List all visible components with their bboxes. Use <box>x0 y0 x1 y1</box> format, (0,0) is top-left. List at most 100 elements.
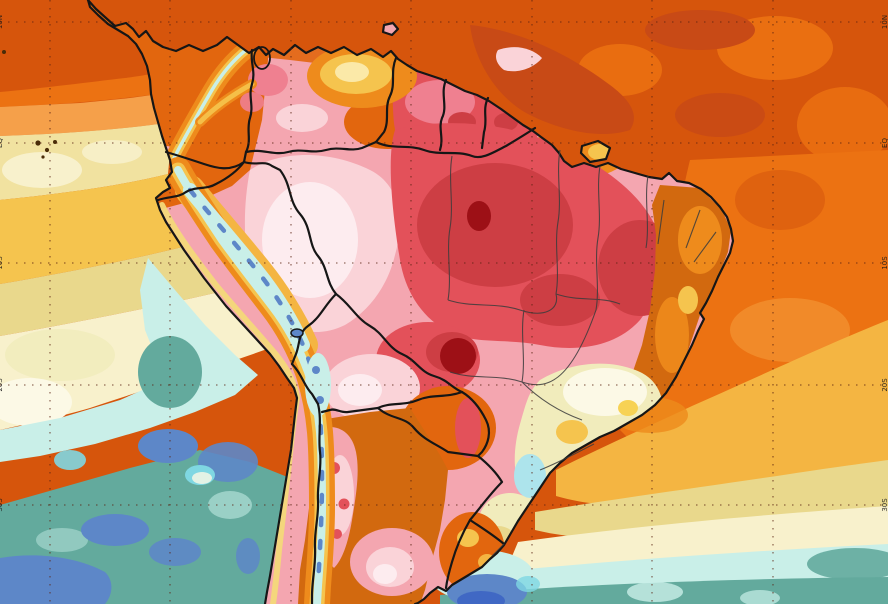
border-paraguay-argentina <box>376 406 480 458</box>
heat-core-maroon <box>440 338 476 374</box>
state-borders <box>447 149 717 557</box>
state-line <box>539 443 595 471</box>
atlantic-cream-band <box>508 506 888 574</box>
laplata-cold-core <box>457 591 505 604</box>
border-suriname-frguiana <box>480 96 490 150</box>
paleyellow-patch <box>5 329 115 381</box>
white-spot <box>192 472 212 484</box>
border-bolivia-paraguay <box>376 390 464 410</box>
galapagos-islands <box>2 50 57 159</box>
border-brazil-guianas <box>374 126 537 159</box>
ocean-warm-patch <box>730 298 850 362</box>
cyan-spot <box>516 576 540 592</box>
state-line <box>449 371 523 383</box>
border-paraguay-brazil <box>460 390 491 458</box>
ocean-pink-sliver <box>496 47 542 72</box>
pale-core <box>338 374 382 406</box>
lat-label-left: 10N <box>0 15 4 29</box>
warm-patch <box>556 420 588 444</box>
teal-patch <box>807 548 888 580</box>
palecyan-patch <box>740 590 780 604</box>
warm-patch <box>248 64 288 96</box>
pacific-orange-band <box>0 70 174 107</box>
border-guyana-suriname <box>438 78 448 152</box>
state-line <box>447 155 453 301</box>
atlantic-amber-band <box>556 320 888 506</box>
palecyan-patch <box>208 491 252 519</box>
ocean-dark-patch <box>675 93 765 137</box>
state-line <box>645 175 649 249</box>
border-venezuela-guyana <box>374 56 398 144</box>
palecyan-patch <box>627 582 683 602</box>
lat-label-right: 20S <box>881 378 888 392</box>
hot-spot <box>332 529 342 539</box>
lat-label-left: 10S <box>0 256 4 270</box>
pale-core <box>373 564 397 584</box>
border-bolivia-brazil <box>334 292 464 394</box>
cream-patch <box>82 140 142 164</box>
lagoa-dos-patos <box>491 543 505 557</box>
state-line <box>595 165 601 311</box>
state-line <box>521 309 525 383</box>
lat-label-left: 20S <box>0 378 4 392</box>
border-chile-argentina <box>310 402 322 604</box>
border-colombia-ecuador <box>164 150 246 170</box>
yellow-spot <box>618 400 638 416</box>
pacific-palecyan-wedge <box>0 258 258 462</box>
lat-label-left: EQ <box>0 138 4 148</box>
cream-patch <box>2 152 82 188</box>
state-line <box>447 293 558 314</box>
pacific-apricot-band <box>0 92 174 136</box>
blue-blob <box>138 429 198 463</box>
lake-titicaca <box>290 328 304 338</box>
warm-patch <box>678 206 722 274</box>
lat-label-right: 10S <box>881 256 888 270</box>
hot-spot <box>338 498 350 510</box>
warm-patch <box>655 297 689 373</box>
latitude-labels-layer: 10N 10N EQ EQ 10S 10S 20S 20S 30S 30S <box>0 15 888 512</box>
darkred-patch <box>520 274 600 326</box>
lat-label-left: 30S <box>0 498 4 512</box>
teal-pocket <box>138 336 202 408</box>
venezuela-warm-center <box>335 62 369 82</box>
cyan-spot <box>54 450 86 470</box>
state-line <box>521 381 583 421</box>
andes-cold-spots <box>187 187 325 588</box>
lat-label-right: 30S <box>881 498 888 512</box>
ocean-dark-patch <box>735 170 825 230</box>
state-line <box>521 309 597 386</box>
andes-colombia-cold-line <box>170 48 248 164</box>
ocean-warm-patch <box>797 87 888 163</box>
border-bolivia-argentina <box>320 406 380 414</box>
heat-core-maroon <box>467 201 491 231</box>
border-bolivia-chile <box>290 362 320 406</box>
state-line <box>555 293 621 305</box>
country-borders <box>86 0 735 604</box>
warm-patch <box>678 286 698 314</box>
border-peru-bolivia <box>290 292 338 366</box>
blue-blob <box>0 555 112 604</box>
cold-spot <box>312 366 320 374</box>
paraguay-red-streak <box>455 398 481 458</box>
andes-venezuela-ridge <box>197 81 255 125</box>
trinidad-island <box>381 21 400 37</box>
palecyan-patch <box>36 528 88 552</box>
state-line-ne <box>657 199 717 263</box>
lat-label-right: EQ <box>881 138 888 148</box>
warm-patch <box>276 104 328 132</box>
se-brazil-cool-patch <box>514 454 546 498</box>
state-line <box>555 149 561 295</box>
blue-blob <box>81 514 149 546</box>
lake-maracaibo <box>253 46 271 70</box>
blue-blob <box>236 538 260 574</box>
border-peru-brazil <box>242 160 338 296</box>
white-patch <box>0 378 72 426</box>
altiplano-cold-patch <box>305 353 331 417</box>
ocean-dark-patch <box>645 10 755 50</box>
marajo-island <box>579 139 612 164</box>
border-ecuador-peru <box>156 160 246 202</box>
lat-label-right: 10N <box>881 15 888 29</box>
pacific-khaki-band <box>0 240 236 336</box>
